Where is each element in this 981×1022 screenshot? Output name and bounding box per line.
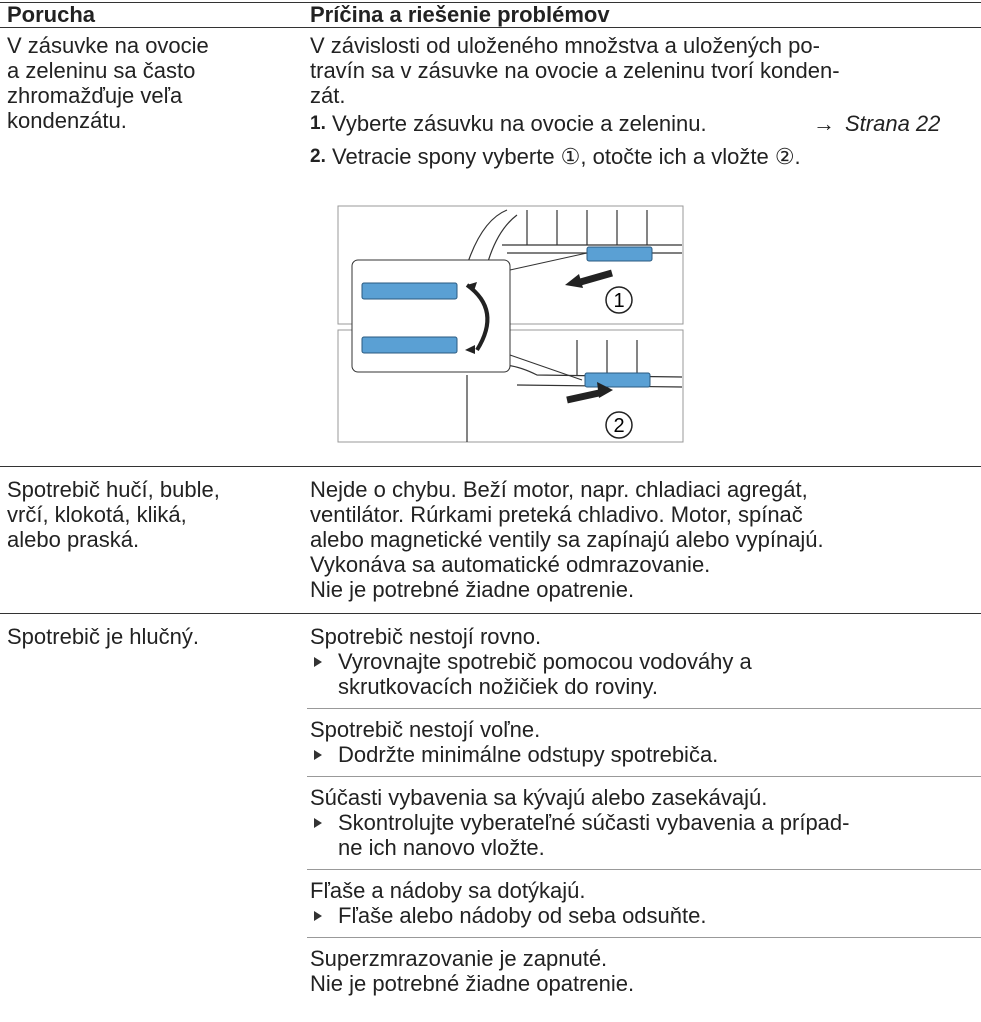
fault-text: zhromažďuje veľa [7, 83, 183, 108]
solution-text: Nejde o chybu. Beží motor, napr. chladia… [310, 477, 808, 502]
solution-text: Vykonáva sa automatické odmrazovanie. [310, 552, 711, 577]
step-number: 1. [310, 113, 326, 134]
sub-rule [307, 776, 981, 777]
solution-text: travín sa v zásuvke na ovocie a zeleninu… [310, 58, 840, 83]
fault-text: V zásuvke na ovocie [7, 33, 209, 58]
fault-text: a zeleninu sa často [7, 58, 196, 83]
cause-text: Fľaše a nádoby sa dotýkajú. [310, 878, 586, 903]
bullet [314, 657, 322, 667]
sub-rule [307, 869, 981, 870]
sub-rule [307, 937, 981, 938]
figure-label: 2 [613, 415, 624, 437]
link: Strana 22 [845, 111, 941, 136]
solution-text: alebo magnetické ventily sa zapínajú ale… [310, 527, 824, 552]
action-text: Skontrolujte vyberateľné súčasti vybaven… [338, 810, 850, 835]
figure: 1 2 [337, 205, 684, 443]
action-text: Vyrovnajte spotrebič pomocou vodováhy a [338, 649, 752, 674]
bullet [314, 750, 322, 760]
cause-text: Spotrebič nestojí voľne. [310, 717, 541, 742]
cause-text: Nie je potrebné žiadne opatrenie. [310, 971, 635, 996]
step-text: Vetracie spony vyberte ①, otočte ich a v… [332, 144, 801, 169]
header-cell: Príčina a riešenie problémov [310, 2, 610, 27]
solution-text: zát. [310, 83, 346, 108]
rule [0, 2, 981, 3]
action-text: skrutkovacích nožičiek do roviny. [338, 674, 658, 699]
fault-text: alebo praská. [7, 527, 140, 552]
cause-text: Spotrebič nestojí rovno. [310, 624, 542, 649]
rule [0, 466, 981, 467]
solution-text: V závislosti od uloženého množstva a ulo… [310, 33, 820, 58]
header-cell: Porucha [7, 2, 96, 27]
sub-rule [307, 708, 981, 709]
cause-text: Súčasti vybavenia sa kývajú alebo zaseká… [310, 785, 768, 810]
fault-text: Spotrebič je hlučný. [7, 624, 199, 649]
bullet [314, 911, 322, 921]
step-text: Vyberte zásuvku na ovocie a zeleninu. [332, 111, 707, 136]
fault-text: vrčí, klokotá, kliká, [7, 502, 187, 527]
fault-text: kondenzátu. [7, 108, 127, 133]
action-text: Dodržte minimálne odstupy spotrebiča. [338, 742, 719, 767]
action-text: Fľaše alebo nádoby od seba odsuňte. [338, 903, 707, 928]
figure-label: 1 [613, 290, 624, 312]
solution-text: Nie je potrebné žiadne opatrenie. [310, 577, 635, 602]
bullet [314, 818, 322, 828]
rule [0, 27, 981, 28]
solution-text: ventilátor. Rúrkami preteká chladivo. Mo… [310, 502, 803, 527]
step-number: 2. [310, 146, 326, 167]
arrow: → [813, 111, 835, 136]
fault-text: Spotrebič hučí, buble, [7, 477, 220, 502]
rule [0, 613, 981, 614]
cause-text: Superzmrazovanie je zapnuté. [310, 946, 608, 971]
action-text: ne ich nanovo vložte. [338, 835, 545, 860]
